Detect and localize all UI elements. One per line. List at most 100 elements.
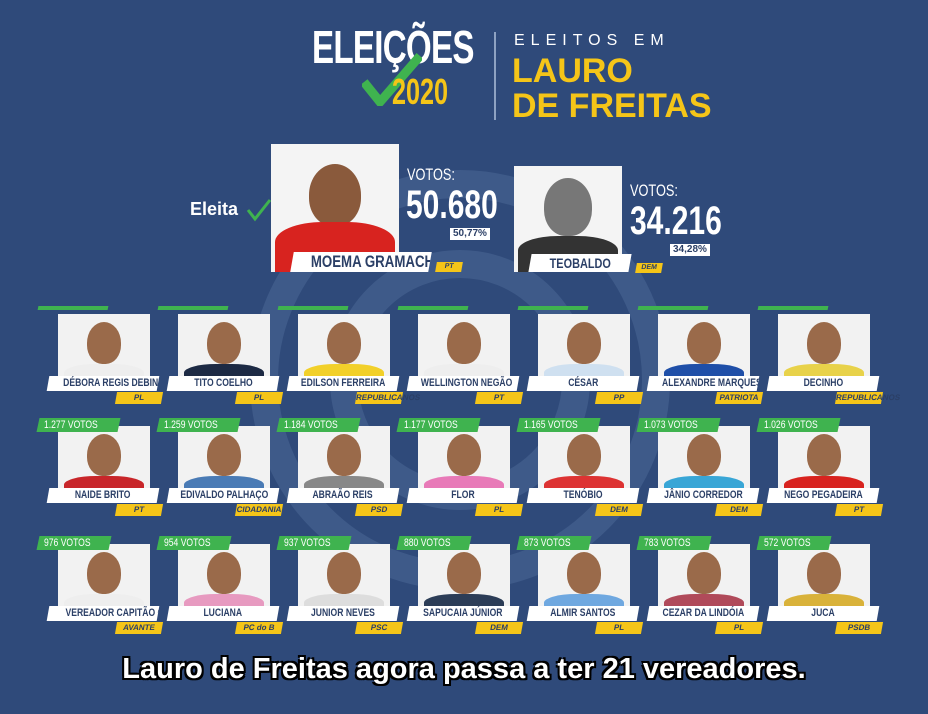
councillor-name: ALEXANDRE MARQUES xyxy=(646,376,760,391)
councillor-party: PP xyxy=(594,392,644,404)
councillor-card: DECINHO REPUBLICANOS xyxy=(757,306,901,406)
councillor-name: TITO COELHO xyxy=(166,376,280,391)
councillor-party: DEM xyxy=(474,622,524,634)
councillor-name: JUNIOR NEVES xyxy=(286,606,400,621)
votes-badge xyxy=(37,306,109,310)
councillor-party: PL xyxy=(234,392,284,404)
caption: Lauro de Freitas agora passa a ter 21 ve… xyxy=(122,653,806,685)
winner-party: PT xyxy=(435,262,463,272)
votes-badge xyxy=(277,306,349,310)
councillor-card: 1.184 VOTOS ABRAÃO REIS PSD xyxy=(276,418,404,518)
city-line-2: DE FREITAS xyxy=(512,87,712,125)
councillor-card: 1.026 VOTOS NEGO PEGADEIRA PT xyxy=(756,418,884,518)
councillor-party: PT xyxy=(114,504,164,516)
councillor-name: SAPUCAIA JÚNIOR xyxy=(406,606,520,621)
councillor-name: NEGO PEGADEIRA xyxy=(766,488,880,503)
councillor-card: 1.277 VOTOS NAIDE BRITO PT xyxy=(36,418,164,518)
councillor-card: 572 VOTOS JUCA PSDB xyxy=(756,536,884,636)
councillor-name: NAIDE BRITO xyxy=(46,488,160,503)
votes-badge: 1.073 VOTOS xyxy=(636,418,721,432)
winner-percent: 50,77% xyxy=(450,228,490,240)
councillor-card: 937 VOTOS JUNIOR NEVES PSC xyxy=(276,536,404,636)
runner-up-party: DEM xyxy=(635,263,663,273)
councillor-party: PSD xyxy=(354,504,404,516)
councillor-card: 1.165 VOTOS TENÓBIO DEM xyxy=(516,418,644,518)
councillor-name: EDILSON FERREIRA xyxy=(286,376,400,391)
councillor-party: PATRIOTA xyxy=(714,392,764,404)
councillor-card: 1.259 VOTOS EDIVALDO PALHAÇO CIDADANIA xyxy=(156,418,284,518)
votes-badge: 976 VOTOS xyxy=(36,536,112,550)
votes-badge: 1.165 VOTOS xyxy=(516,418,601,432)
councillor-party: PL xyxy=(714,622,764,634)
councillor-party: PT xyxy=(834,504,884,516)
councillor-photo xyxy=(298,544,390,616)
councillor-name: ABRAÃO REIS xyxy=(286,488,400,503)
councillor-party: PSC xyxy=(354,622,404,634)
councillor-name: VEREADOR CAPITÃO OLINTO xyxy=(46,606,160,621)
logo-year: 2020 xyxy=(392,71,449,112)
councillor-card: 976 VOTOS VEREADOR CAPITÃO OLINTOAVANTE xyxy=(36,536,164,636)
councillor-card: TITO COELHO PL xyxy=(157,306,284,406)
councillor-name: WELLINGTON NEGÃO xyxy=(406,376,520,391)
councillor-name: DÉBORA REGIS DEBINHA xyxy=(46,376,160,391)
runner-up-votes-label: VOTOS: xyxy=(630,181,678,200)
councillor-name: CÉSAR xyxy=(526,376,640,391)
councillor-party: REPUBLICANOS xyxy=(354,392,421,404)
votes-badge xyxy=(637,306,709,310)
councillor-party: DEM xyxy=(714,504,764,516)
councillor-card: CÉSAR PP xyxy=(517,306,644,406)
councillor-party: REPUBLICANOS xyxy=(834,392,901,404)
votes-badge: 937 VOTOS xyxy=(276,536,352,550)
checkmark-icon xyxy=(362,53,422,106)
councillor-photo xyxy=(778,314,870,386)
votes-badge: 1.184 VOTOS xyxy=(276,418,361,432)
councillor-photo xyxy=(418,544,510,616)
councillor-card: 783 VOTOS CEZAR DA LINDÓIA PL xyxy=(636,536,764,636)
councillor-name: DECINHO xyxy=(766,376,880,391)
votes-badge: 1.259 VOTOS xyxy=(156,418,241,432)
elected-label: Eleita xyxy=(190,199,239,219)
logo-title: ELEIÇÕES xyxy=(312,21,474,73)
votes-badge: 954 VOTOS xyxy=(156,536,232,550)
votes-badge xyxy=(397,306,469,310)
councillor-name: JÂNIO CORREDOR xyxy=(646,488,760,503)
councillor-card: WELLINGTON NEGÃO PT xyxy=(397,306,524,406)
councillor-party: PT xyxy=(474,392,524,404)
councillor-name: ALMIR SANTOS xyxy=(526,606,640,621)
divider xyxy=(494,32,496,120)
checkmark-icon xyxy=(246,199,272,222)
councillor-photo xyxy=(778,544,870,616)
councillor-party: PL xyxy=(114,392,164,404)
councillor-party: CIDADANIA xyxy=(234,504,284,516)
councillor-card: 1.177 VOTOS FLOR PL xyxy=(396,418,524,518)
councillor-party: PC do B xyxy=(234,622,284,634)
councillor-photo xyxy=(58,314,150,386)
councillor-name: EDIVALDO PALHAÇO xyxy=(166,488,280,503)
votes-badge xyxy=(157,306,229,310)
votes-badge: 783 VOTOS xyxy=(636,536,712,550)
councillor-card: ALEXANDRE MARQUES PATRIOTA xyxy=(637,306,764,406)
votes-badge: 572 VOTOS xyxy=(756,536,832,550)
runner-up-percent: 34,28% xyxy=(670,244,710,256)
votes-badge: 880 VOTOS xyxy=(396,536,472,550)
councillor-photo xyxy=(538,544,630,616)
councillor-name: FLOR xyxy=(406,488,520,503)
councillor-name: LUCIANA xyxy=(166,606,280,621)
councillor-party: PL xyxy=(474,504,524,516)
councillor-name: CEZAR DA LINDÓIA xyxy=(646,606,760,621)
councillor-name: JUCA xyxy=(766,606,880,621)
winner-votes: 50.680 xyxy=(406,183,498,227)
votes-badge xyxy=(517,306,589,310)
councillor-party: PL xyxy=(594,622,644,634)
councillor-card: DÉBORA REGIS DEBINHA PL xyxy=(37,306,164,406)
councillor-photo xyxy=(418,426,510,498)
winner-votes-label: VOTOS: xyxy=(407,165,455,184)
votes-badge: 1.177 VOTOS xyxy=(396,418,481,432)
votes-badge: 873 VOTOS xyxy=(516,536,592,550)
councillor-card: 954 VOTOS LUCIANA PC do B xyxy=(156,536,284,636)
councillor-card: 873 VOTOS ALMIR SANTOS PL xyxy=(516,536,644,636)
runner-up-votes: 34.216 xyxy=(630,199,722,243)
winner-name: MOEMA GRAMACHO xyxy=(290,252,432,272)
councillor-photo xyxy=(178,314,270,386)
city-line-1: LAURO xyxy=(512,52,633,90)
